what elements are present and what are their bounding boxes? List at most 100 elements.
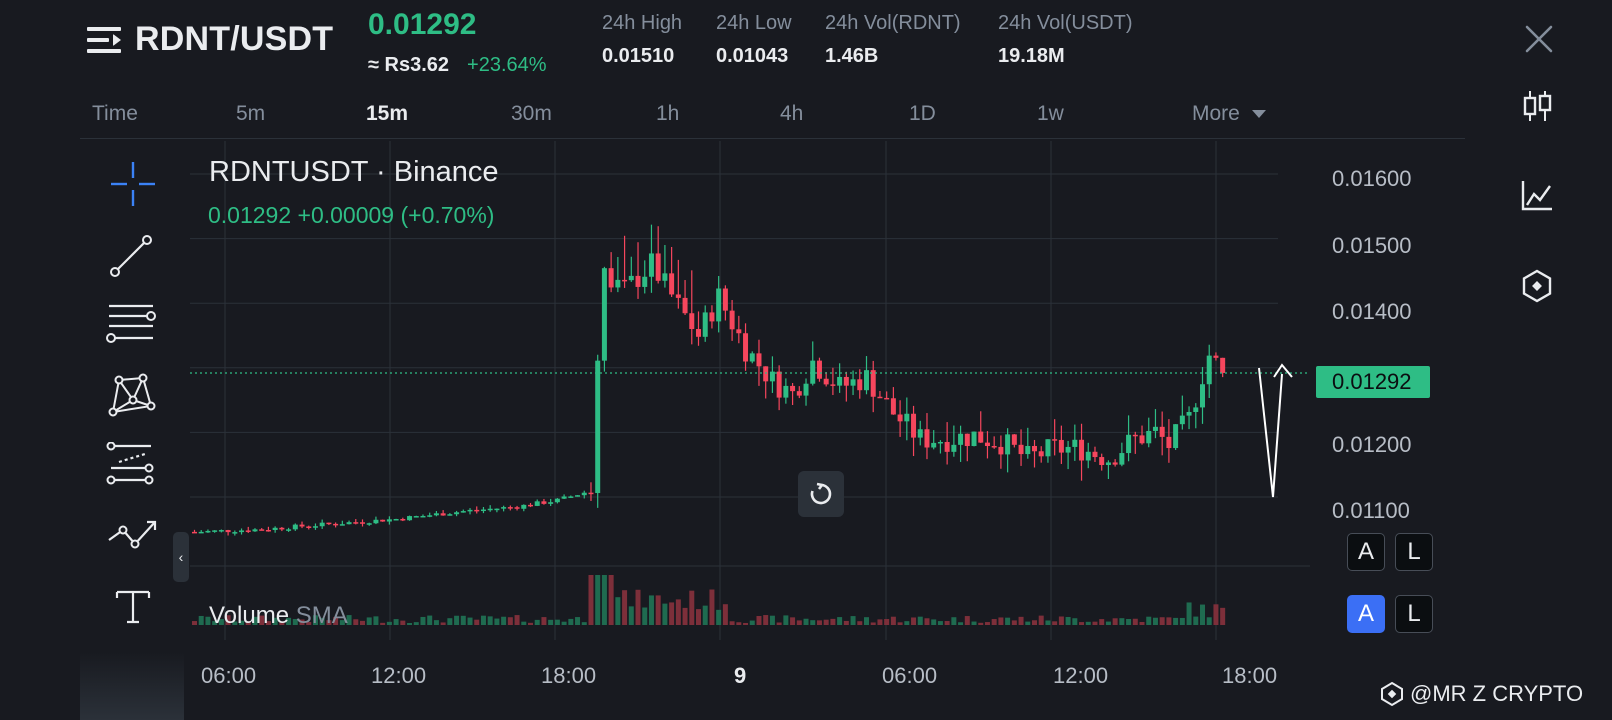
candle — [360, 519, 365, 527]
candle — [225, 529, 231, 536]
volume-bar — [843, 620, 849, 625]
volume-bar — [696, 609, 701, 625]
candle — [823, 372, 829, 387]
crosshair-icon[interactable] — [105, 160, 161, 212]
header-pair: RDNT/USDT — [87, 20, 333, 59]
volume-bar — [951, 617, 957, 625]
volume-bar — [319, 617, 325, 625]
interval-15m[interactable]: 15m — [366, 102, 409, 125]
change-percent: +23.64% — [467, 54, 547, 76]
interval-30m[interactable]: 30m — [511, 102, 552, 125]
volume-bar — [1079, 622, 1085, 625]
candle — [346, 520, 352, 525]
reset-chart-button[interactable] — [798, 471, 844, 517]
volume-bar — [736, 622, 742, 625]
candle — [299, 521, 305, 529]
volume-bar — [662, 603, 668, 625]
interval-1d[interactable]: 1D — [909, 102, 936, 125]
candle — [1011, 434, 1017, 448]
interval-1w[interactable]: 1w — [1037, 102, 1064, 125]
candle — [265, 526, 271, 532]
volume-bar — [239, 620, 245, 625]
volume-bar — [615, 597, 621, 625]
candle — [534, 499, 540, 507]
projection-icon[interactable] — [105, 441, 161, 494]
candle — [991, 436, 997, 449]
volume-bar — [413, 622, 419, 625]
candle — [1119, 442, 1125, 467]
volume-bar — [790, 617, 796, 625]
volume-bar — [944, 621, 950, 625]
volume-bar — [655, 595, 661, 625]
volume-bar — [326, 620, 332, 625]
candle — [857, 369, 863, 399]
text-icon[interactable] — [105, 586, 161, 638]
arrow-head — [1273, 363, 1293, 378]
volume-auto-scale-button[interactable]: A — [1347, 595, 1385, 633]
volume-bar — [454, 615, 460, 625]
candle — [669, 246, 675, 297]
fiat-price: ≈ Rs3.62 — [368, 54, 450, 76]
candle — [890, 387, 896, 415]
candle — [1058, 425, 1064, 464]
close-icon[interactable] — [1524, 24, 1554, 54]
settings-hex-icon[interactable] — [1518, 268, 1556, 304]
volume-bar — [400, 620, 406, 625]
log-scale-button[interactable]: L — [1395, 533, 1433, 571]
fib-icon[interactable] — [105, 302, 161, 354]
volume-bar — [353, 619, 359, 625]
line-chart-icon[interactable] — [1518, 178, 1556, 214]
candle — [749, 351, 755, 364]
volume-bar — [299, 619, 305, 625]
path-icon[interactable] — [105, 514, 161, 566]
collapse-tools-button[interactable]: ‹ — [173, 532, 189, 582]
volume-bar — [776, 622, 782, 625]
volume-bar — [494, 618, 500, 625]
time-axis-label: 18:00 — [541, 663, 597, 688]
candle — [366, 522, 372, 526]
stat-value: 19.18M — [998, 45, 1065, 67]
interval-more[interactable]: More — [1192, 102, 1266, 126]
pair-title[interactable]: RDNT/USDT — [135, 20, 334, 58]
volume-bar — [1085, 621, 1091, 625]
candle — [312, 523, 318, 530]
candle — [790, 383, 796, 406]
candle — [333, 522, 339, 528]
volume-bar — [393, 619, 399, 625]
interval-5m[interactable]: 5m — [236, 102, 266, 125]
candle — [198, 530, 204, 534]
volume-log-scale-button[interactable]: L — [1395, 595, 1433, 633]
candle — [951, 425, 957, 457]
volume-bar — [1220, 607, 1226, 625]
interval-4h[interactable]: 4h — [780, 102, 804, 125]
interval-1h[interactable]: 1h — [656, 102, 680, 125]
volume-bar — [1179, 617, 1185, 625]
volume-bar — [433, 620, 439, 625]
candle — [904, 397, 910, 441]
candle — [776, 365, 782, 411]
candle — [803, 378, 809, 406]
auto-scale-button[interactable]: A — [1347, 533, 1385, 571]
candle — [642, 260, 648, 294]
interval-time[interactable]: Time — [92, 102, 138, 125]
interval-more-label: More — [1192, 102, 1240, 125]
trendline-icon[interactable] — [105, 232, 161, 284]
volume-bar — [1112, 618, 1118, 625]
candle — [212, 530, 218, 533]
reset-icon — [810, 482, 832, 505]
volume-bar — [904, 621, 910, 625]
stat-value: 0.01510 — [602, 45, 675, 67]
volume-bar — [581, 622, 587, 625]
volume-bar — [1105, 621, 1111, 625]
pattern-icon[interactable] — [105, 372, 161, 424]
candle — [292, 523, 298, 531]
candle — [796, 386, 802, 399]
candle — [615, 257, 621, 293]
candles-icon[interactable] — [1518, 88, 1556, 124]
chart-area[interactable] — [190, 141, 1310, 640]
candle — [1213, 352, 1219, 361]
menu-icon[interactable] — [87, 25, 121, 55]
volume-bar — [1166, 617, 1172, 625]
candle — [998, 435, 1004, 469]
candle — [319, 519, 325, 529]
